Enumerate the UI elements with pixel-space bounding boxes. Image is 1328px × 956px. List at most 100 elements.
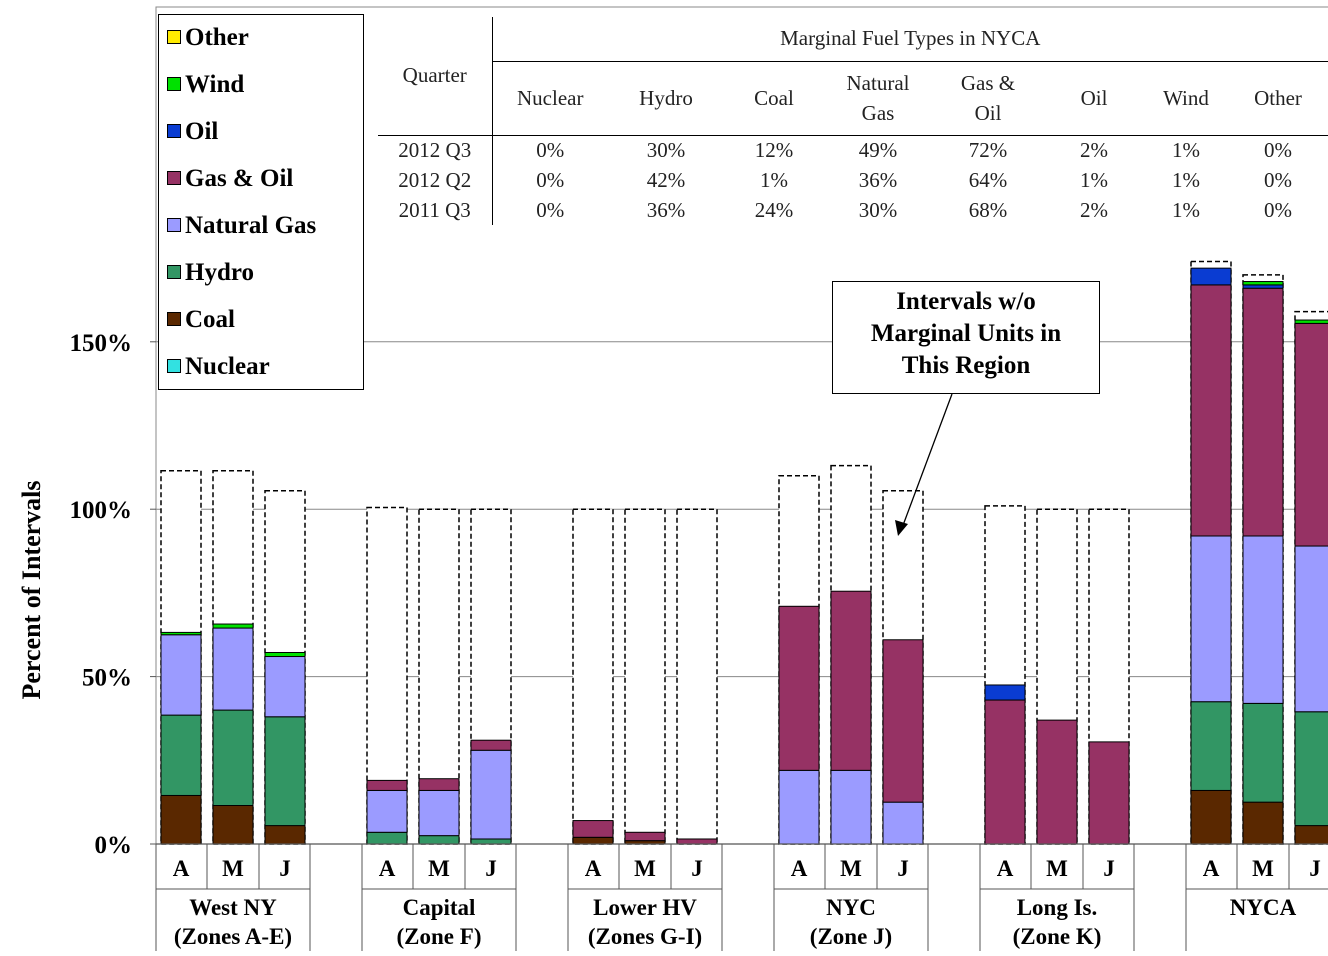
callout-line: This Region [833, 350, 1099, 382]
table-value-cell: 49% [824, 135, 932, 165]
segment-gas-oil [1191, 285, 1231, 536]
y-tick-label: 0% [95, 832, 133, 859]
segment-gas-oil [677, 839, 717, 844]
legend-swatch [167, 124, 181, 138]
table-value-cell: 12% [724, 135, 824, 165]
table-value-cell: 30% [824, 195, 932, 225]
segment-gas-oil [1037, 720, 1077, 844]
x-tick-label: J [691, 856, 703, 881]
segment-oil [1191, 268, 1231, 285]
legend-swatch [167, 265, 181, 279]
bar-capital-M [419, 509, 459, 844]
segment-gas-oil [419, 779, 459, 791]
x-tick-label: J [485, 856, 497, 881]
segment-hydro [213, 710, 253, 805]
segment-natural-gas [1243, 536, 1283, 703]
legend-label: Gas & Oil [185, 165, 293, 192]
bar-long-is-M [1037, 509, 1077, 844]
segment-wind [1295, 320, 1328, 323]
legend-item-gas-oil: Gas & Oil [167, 164, 293, 194]
bar-capital-A [367, 508, 407, 844]
y-axis-label: Percent of Intervals [17, 480, 46, 699]
table-value-cell: 2% [1044, 195, 1144, 225]
table-value-cell: 0% [1228, 195, 1328, 225]
table-value-cell: 1% [1144, 165, 1228, 195]
segment-coal [1191, 790, 1231, 844]
legend-swatch [167, 218, 181, 232]
legend-item-natural-gas: Natural Gas [167, 211, 316, 241]
legend-label: Hydro [185, 259, 254, 286]
group-label: Capital [403, 895, 476, 920]
legend-label: Oil [185, 118, 218, 145]
no-marginal-unit-segment [573, 509, 613, 844]
segment-gas-oil [573, 821, 613, 838]
segment-wind [161, 632, 201, 634]
segment-natural-gas [883, 802, 923, 844]
segment-gas-oil [625, 832, 665, 840]
segment-hydro [471, 839, 511, 844]
x-tick-label: J [1103, 856, 1115, 881]
x-tick-label: M [634, 856, 656, 881]
x-tick-label: M [222, 856, 244, 881]
bar-long-is-J [1089, 509, 1129, 844]
legend-label: Nuclear [185, 353, 270, 380]
table-value-cell: 0% [492, 195, 608, 225]
legend-swatch [167, 77, 181, 91]
table-value-cell: 36% [824, 165, 932, 195]
table-quarter-cell: 2012 Q3 [378, 135, 492, 165]
table-value-cell: 0% [1228, 135, 1328, 165]
table-column-header: Coal [724, 61, 824, 135]
x-tick-label: M [1252, 856, 1274, 881]
segment-hydro [161, 715, 201, 795]
legend-item-hydro: Hydro [167, 258, 254, 288]
bar-west-ny-J [265, 491, 305, 844]
table-value-cell: 1% [724, 165, 824, 195]
bar-nyca-M [1243, 275, 1283, 844]
segment-wind [1243, 282, 1283, 285]
segment-natural-gas [161, 635, 201, 715]
segment-natural-gas [419, 790, 459, 835]
x-tick-label: J [897, 856, 909, 881]
bar-lower-hv-J [677, 509, 717, 844]
group-label: NYCA [1230, 895, 1297, 920]
segment-gas-oil [1295, 323, 1328, 546]
group-sublabel: (Zone J) [810, 924, 892, 949]
x-tick-label: M [840, 856, 862, 881]
table-value-cell: 30% [608, 135, 724, 165]
table-value-cell: 2% [1044, 135, 1144, 165]
segment-natural-gas [779, 770, 819, 844]
segment-natural-gas [1191, 536, 1231, 702]
segment-wind [213, 624, 253, 628]
callout-line: Marginal Units in [833, 318, 1099, 350]
segment-coal [1295, 826, 1328, 844]
x-tick-label: M [1046, 856, 1068, 881]
segment-gas-oil [985, 700, 1025, 844]
group-label: West NY [189, 895, 277, 920]
table-column-header: Wind [1144, 61, 1228, 135]
table-value-cell: 42% [608, 165, 724, 195]
legend-item-wind: Wind [167, 70, 244, 100]
segment-coal [1243, 802, 1283, 844]
segment-hydro [1243, 703, 1283, 802]
segment-natural-gas [265, 657, 305, 717]
table-value-cell: 1% [1044, 165, 1144, 195]
group-sublabel: (Zone F) [397, 924, 482, 949]
table-column-header: Other [1228, 61, 1328, 135]
bar-nyc-J [883, 491, 923, 844]
table-value-cell: 36% [608, 195, 724, 225]
legend-swatch [167, 171, 181, 185]
table-column-header: Hydro [608, 61, 724, 135]
segment-oil [985, 685, 1025, 700]
table-column-header: Oil [1044, 61, 1144, 135]
group-sublabel: (Zones G-I) [588, 924, 702, 949]
group-label: Lower HV [593, 895, 697, 920]
table-column-header: Nuclear [492, 61, 608, 135]
legend-item-other: Other [167, 23, 249, 53]
x-tick-label: A [997, 856, 1014, 881]
table-title: Marginal Fuel Types in NYCA [492, 17, 1328, 61]
bar-lower-hv-M [625, 509, 665, 844]
